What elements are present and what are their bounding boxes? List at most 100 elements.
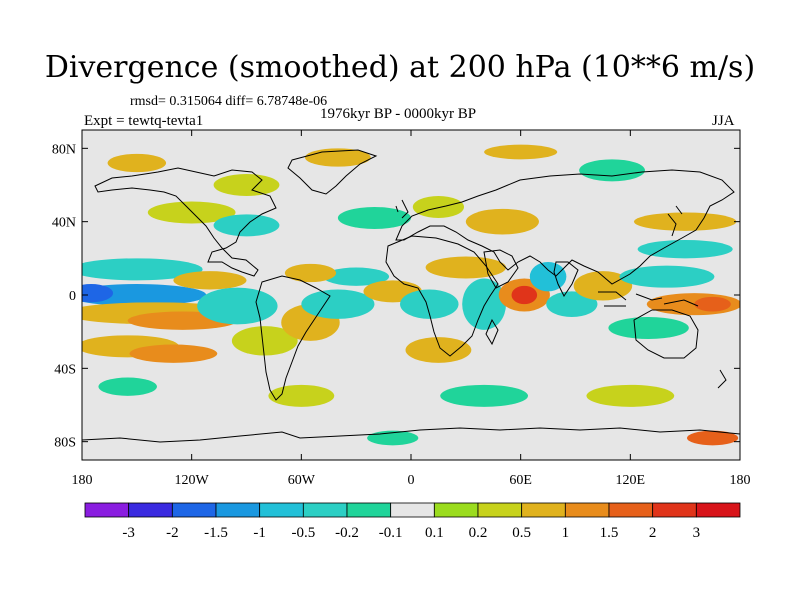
field-cell-27 — [694, 296, 731, 312]
field-cell-38 — [484, 144, 558, 160]
field-cell-13 — [284, 263, 337, 283]
colorbar-box-10 — [521, 502, 566, 518]
field-cell-1 — [82, 284, 114, 303]
y-tick-label-3: 40S — [54, 362, 76, 377]
experiment-label: Expt = tewtq-tevta1 — [84, 113, 204, 129]
field-cell-32 — [337, 207, 412, 229]
coast-australia — [633, 309, 699, 359]
field-cell-36 — [213, 174, 280, 196]
field-cell-9 — [231, 326, 298, 356]
colorbar-label-3: -1 — [253, 525, 266, 541]
field-cell-21 — [529, 262, 567, 292]
colorbar-box-2 — [171, 502, 217, 518]
field-cell-33 — [412, 196, 465, 218]
field-cell-28 — [608, 317, 689, 339]
coast-arabia — [483, 249, 519, 289]
colorbar-label-9: 0.5 — [512, 525, 531, 541]
map-axes: 180 120W 60W 0 60E 120E 180 80N 40N 0 40S 80S — [52, 130, 751, 488]
y-tick-label-1: 40N — [52, 216, 76, 231]
colorbar-label-0: -3 — [122, 525, 135, 541]
colorbar-box-4 — [259, 502, 304, 518]
coast-africa — [385, 235, 499, 357]
field-cell-35 — [107, 153, 167, 173]
colorbar-box-5 — [302, 502, 348, 518]
field-cell-15 — [400, 289, 459, 319]
colorbar-box-3 — [215, 502, 261, 518]
x-tick-label-3: 0 — [408, 473, 415, 488]
colorbar-box-6 — [346, 502, 392, 518]
coast-uk — [395, 199, 409, 219]
coast-antarctica — [82, 427, 740, 443]
field-cell-8 — [197, 287, 278, 325]
colorbar: -3 -2 -1.5 -1 -0.5 -0.2 -0.1 0.1 0.2 0.5 1 1.5 2 3 — [84, 502, 741, 541]
colorbar-box-9 — [477, 502, 523, 518]
colorbar-label-10: 1 — [562, 525, 570, 541]
colorbar-label-4: -0.5 — [291, 525, 315, 541]
stats-label: rmsd= 0.315064 diff= 6.78748e-06 — [130, 94, 328, 109]
x-tick-label-2: 60W — [288, 473, 316, 488]
colorbar-box-13 — [652, 502, 697, 518]
x-tick-label-6: 180 — [730, 473, 751, 488]
colorbar-box-11 — [564, 502, 610, 518]
y-tick-label-2: 0 — [69, 289, 76, 304]
colorbar-label-7: 0.1 — [425, 525, 444, 541]
colorbar-label-2: -1.5 — [204, 525, 228, 541]
coast-india — [553, 261, 579, 297]
field-cell-7 — [173, 271, 247, 290]
y-tick-label-0: 80N — [52, 142, 76, 157]
field-cell-17 — [425, 256, 507, 279]
field-cell-16 — [405, 337, 472, 363]
coastlines — [82, 149, 740, 443]
field-cell-20 — [511, 285, 538, 305]
colorbar-label-1: -2 — [166, 525, 179, 541]
field-cell-42 — [440, 384, 528, 407]
coast-greenland — [287, 149, 378, 195]
period-label: 1976kyr BP - 0000kyr BP — [320, 106, 477, 122]
coast-newzealand — [717, 369, 727, 389]
field-cell-22 — [546, 291, 598, 317]
x-tick-label-0: 180 — [72, 473, 93, 488]
x-tick-label-1: 120W — [175, 473, 210, 488]
colorbar-label-8: 0.2 — [469, 525, 488, 541]
field-cell-0 — [82, 284, 207, 306]
field-cell-44 — [686, 430, 739, 446]
colorbar-label-6: -0.1 — [379, 525, 403, 541]
x-tick-label-4: 60E — [509, 473, 532, 488]
field-cell-11 — [301, 289, 375, 319]
x-tick-label-5: 120E — [616, 473, 646, 488]
coast-eurasia — [395, 169, 735, 285]
field-cell-30 — [147, 201, 236, 224]
coast-japan — [667, 205, 683, 237]
colorbar-label-11: 1.5 — [600, 525, 619, 541]
field-cell-34 — [465, 208, 539, 235]
colorbar-box-7 — [390, 502, 435, 518]
coast-south-america — [255, 275, 331, 401]
field-cell-12 — [323, 267, 390, 286]
field-cell-18 — [462, 278, 507, 330]
coast-north-america — [94, 167, 277, 277]
field-cell-29 — [633, 212, 737, 231]
field-cell-41 — [268, 384, 335, 407]
field-cell-37 — [304, 148, 371, 167]
field-cell-39 — [579, 159, 645, 182]
season-label: JJA — [712, 113, 735, 129]
colorbar-label-5: -0.2 — [335, 525, 359, 541]
field-cell-43 — [586, 384, 675, 407]
coast-indonesia — [598, 291, 699, 307]
chart-title: Divergence (smoothed) at 200 hPa (10**6 … — [44, 50, 756, 85]
field-cell-40 — [98, 377, 157, 396]
colorbar-box-12 — [608, 502, 654, 518]
y-tick-label-4: 80S — [54, 436, 76, 451]
colorbar-label-13: 3 — [693, 525, 701, 541]
colorbar-box-8 — [433, 502, 479, 518]
colorbar-label-12: 2 — [649, 525, 657, 541]
colorbar-box-14 — [695, 502, 741, 518]
field-cell-25 — [637, 240, 733, 259]
colorbar-box-0 — [84, 502, 130, 518]
field-cell-6 — [82, 258, 203, 281]
divergence-field — [82, 144, 740, 446]
coast-madagascar — [485, 318, 499, 346]
field-cell-5 — [129, 344, 218, 363]
field-cell-24 — [619, 265, 715, 288]
